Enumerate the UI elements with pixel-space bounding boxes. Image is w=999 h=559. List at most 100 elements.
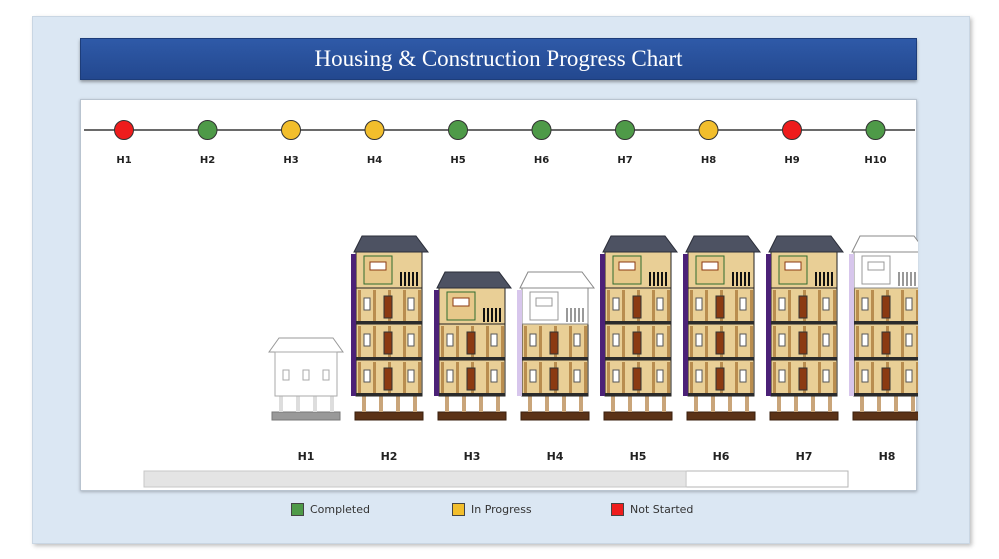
milestone-h1-marker	[114, 120, 134, 140]
house-door	[632, 367, 642, 391]
house-roof	[851, 235, 918, 253]
house-railing	[404, 272, 406, 286]
legend-label-not-started: Not Started	[630, 503, 694, 516]
house-side-wall	[517, 290, 522, 396]
house-column	[901, 290, 904, 322]
milestone-label: H4	[367, 155, 382, 166]
house-window	[695, 297, 703, 311]
house-column	[622, 326, 625, 358]
house-h5	[600, 235, 678, 421]
house-window	[446, 333, 454, 347]
house-column	[735, 326, 738, 358]
house-railing	[661, 272, 663, 286]
house-window	[695, 333, 703, 347]
milestone-h5-marker	[448, 120, 468, 140]
house-column	[750, 362, 753, 394]
house-railing	[831, 272, 833, 286]
house-column	[916, 290, 918, 322]
house-slab	[771, 393, 837, 396]
house-column	[373, 290, 376, 322]
house-stilt	[911, 396, 915, 412]
house-door	[798, 331, 808, 355]
house-column	[358, 362, 361, 394]
house-stilt	[462, 396, 466, 412]
house-window	[695, 369, 703, 383]
milestone-label: H10	[864, 155, 886, 166]
house-column	[705, 362, 708, 394]
house-foundation	[603, 411, 673, 421]
house-window	[363, 297, 371, 311]
house-window	[739, 333, 747, 347]
milestone-h8-marker	[698, 120, 719, 140]
house-window	[778, 369, 786, 383]
house-label: H1	[298, 450, 315, 463]
house-door	[383, 367, 393, 391]
house-railing	[815, 272, 817, 286]
milestone-label: H2	[200, 155, 215, 166]
milestone-h7-marker	[615, 120, 635, 140]
house-door	[881, 367, 891, 391]
milestone-h3-marker	[281, 120, 301, 140]
house-railing	[748, 272, 750, 286]
house-column	[652, 362, 655, 394]
house-slab	[854, 393, 918, 396]
house-column	[584, 326, 587, 358]
house-column	[667, 362, 670, 394]
house-railing	[914, 272, 916, 286]
house-column	[652, 290, 655, 322]
house-railing	[491, 308, 493, 322]
house-railing	[408, 272, 410, 286]
house-window	[778, 333, 786, 347]
house-column	[501, 326, 504, 358]
house-stilt	[545, 396, 549, 412]
house-column	[735, 290, 738, 322]
house-side-wall	[351, 254, 356, 396]
house-column	[818, 362, 821, 394]
house-window	[861, 369, 869, 383]
house-stilt	[711, 396, 715, 412]
milestone-label: H8	[701, 155, 716, 166]
house-railing	[566, 308, 568, 322]
house-window	[861, 333, 869, 347]
house-label: H6	[713, 450, 730, 463]
house-upper-room	[861, 255, 891, 285]
house-stilt	[694, 396, 698, 412]
house-window	[529, 333, 537, 347]
house-column	[871, 290, 874, 322]
house-column	[818, 326, 821, 358]
house-slab	[356, 357, 422, 360]
house-door	[466, 367, 476, 391]
house-stilt	[562, 396, 566, 412]
house-column	[622, 290, 625, 322]
house-side-wall	[849, 254, 854, 396]
house-window	[573, 333, 581, 347]
milestone-h6-marker	[531, 120, 552, 140]
house-foundation	[769, 411, 839, 421]
house-stilt	[777, 396, 781, 412]
house-roof	[519, 271, 595, 289]
house-door	[632, 295, 642, 319]
house-column	[652, 326, 655, 358]
house-window	[302, 369, 310, 381]
house-roof	[436, 271, 512, 289]
house-column	[373, 326, 376, 358]
house-door	[549, 331, 559, 355]
house-label: H2	[381, 450, 398, 463]
house-window	[363, 333, 371, 347]
house-column	[584, 362, 587, 394]
house-stilt	[894, 396, 898, 412]
house-railing	[653, 272, 655, 286]
house-column	[690, 326, 693, 358]
house-column	[705, 290, 708, 322]
scrollbar-thumb[interactable]	[143, 470, 687, 488]
house-stilt	[579, 396, 583, 412]
house-slab	[522, 357, 588, 360]
house-side-wall	[434, 290, 439, 396]
house-window	[612, 297, 620, 311]
house-foundation	[520, 411, 590, 421]
house-column	[667, 290, 670, 322]
house-column	[456, 326, 459, 358]
house-column	[501, 362, 504, 394]
house-stilt	[828, 396, 832, 412]
house-slab	[688, 357, 754, 360]
